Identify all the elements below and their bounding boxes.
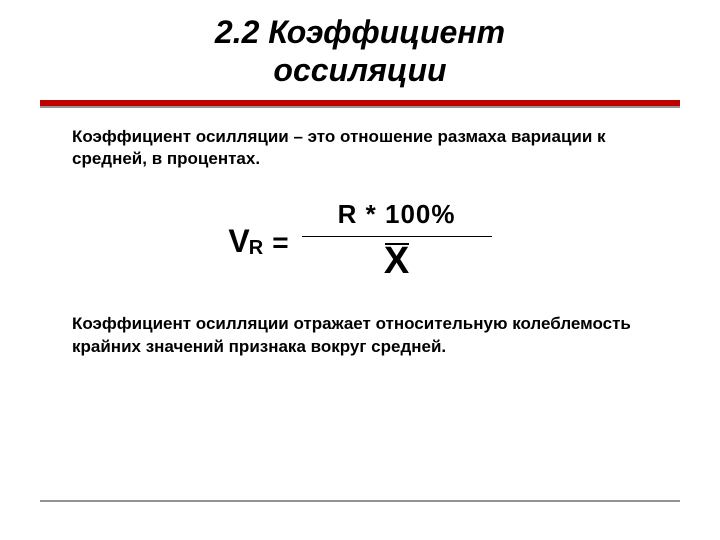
thin-rule-top	[40, 106, 680, 108]
explanation-text: Коэффициент осилляции отражает относител…	[72, 313, 648, 359]
formula-lhs: VR =	[228, 223, 287, 260]
formula-numerator: R * 100%	[318, 199, 476, 236]
title-line-1: 2.2 Коэффициент	[0, 14, 720, 52]
definition-text: Коэффициент осилляции – это отношение ра…	[72, 126, 648, 172]
formula-denominator-x: X	[384, 240, 409, 282]
formula: VR = R * 100% X	[72, 199, 648, 283]
thin-rule-bottom	[40, 500, 680, 502]
formula-fraction: R * 100% X	[302, 199, 492, 283]
formula-equals: =	[272, 227, 287, 259]
formula-subscript-r: R	[249, 237, 262, 260]
slide-title: 2.2 Коэффициент оссиляции	[0, 0, 720, 90]
content-area: Коэффициент осилляции – это отношение ра…	[0, 108, 720, 360]
title-line-2: оссиляции	[0, 52, 720, 90]
x-bar-overline	[385, 243, 409, 245]
formula-v: V	[228, 223, 248, 260]
formula-denominator: X	[384, 237, 409, 283]
